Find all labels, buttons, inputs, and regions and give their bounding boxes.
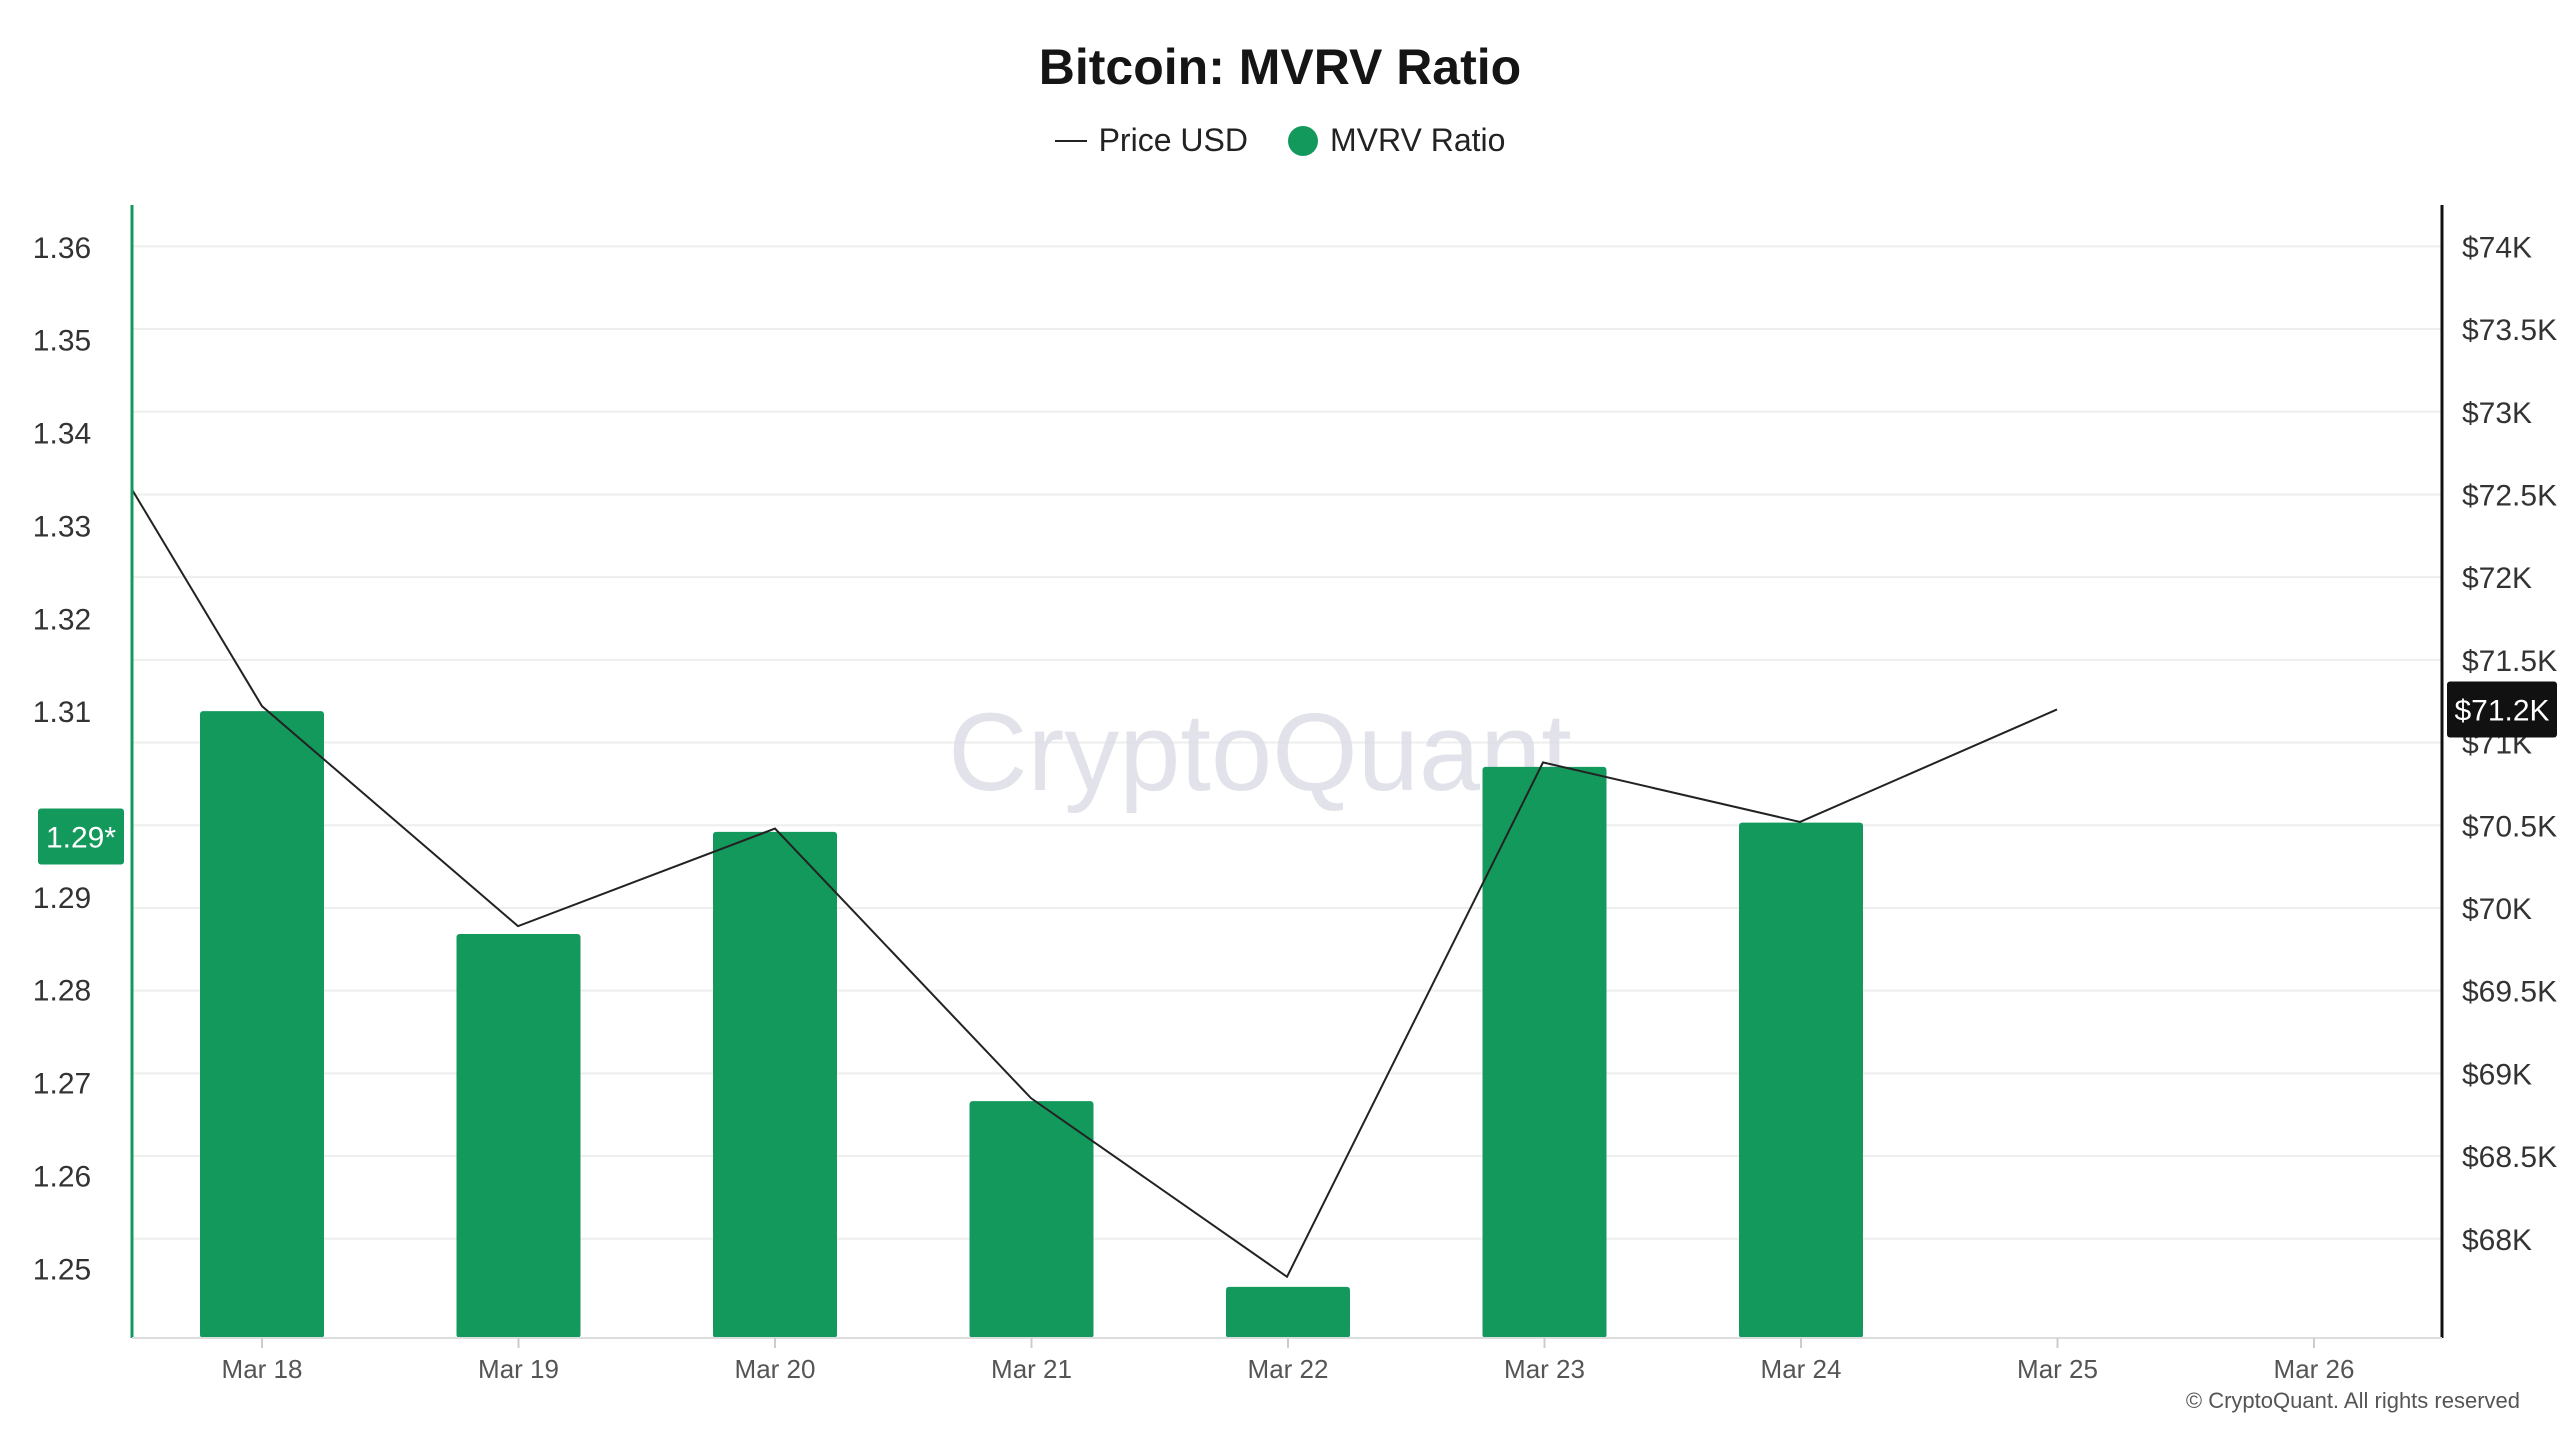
mvrv-bar <box>1739 822 1863 1338</box>
right-tick-label: $74K <box>2462 231 2532 264</box>
legend-label-price: Price USD <box>1098 122 1248 158</box>
right-tick-label: $71.5K <box>2462 645 2557 678</box>
mvrv-bar <box>1226 1286 1350 1338</box>
x-tick-label: Mar 25 <box>2017 1354 2098 1384</box>
legend-line-swatch <box>1054 139 1087 142</box>
mvrv-bar <box>456 934 581 1338</box>
right-current-badge <box>2447 681 2557 738</box>
left-tick-label: 1.31 <box>33 696 91 729</box>
right-tick-label: $72.5K <box>2462 479 2557 512</box>
left-tick-label: 1.34 <box>33 418 91 451</box>
right-tick-label: $70K <box>2462 893 2532 926</box>
left-tick-label: 1.28 <box>33 975 91 1008</box>
left-current-value: 1.29* <box>46 822 116 855</box>
left-tick-label: 1.27 <box>33 1068 91 1101</box>
mvrv-bar <box>969 1101 1094 1338</box>
x-tick-label: Mar 24 <box>1761 1354 1842 1384</box>
right-tick-label: $73.5K <box>2462 314 2557 347</box>
x-tick-label: Mar 23 <box>1504 1354 1585 1384</box>
right-current-value: $71.2K <box>2454 694 2549 727</box>
right-tick-label: $69K <box>2462 1058 2532 1091</box>
left-tick-label: 1.32 <box>33 603 91 636</box>
x-tick-label: Mar 22 <box>1248 1354 1329 1384</box>
right-tick-label: $68K <box>2462 1224 2532 1257</box>
x-tick-label: Mar 20 <box>735 1354 816 1384</box>
price-line-path <box>131 488 2058 1279</box>
right-tick-label: $68.5K <box>2462 1141 2557 1174</box>
legend: Price USD MVRV Ratio <box>0 122 2560 159</box>
left-tick-label: 1.25 <box>33 1253 91 1286</box>
x-tick-label: Mar 26 <box>2274 1354 2355 1384</box>
right-tick-label: $73K <box>2462 397 2532 430</box>
right-tick-label: $72K <box>2462 562 2532 595</box>
left-axis-ticks: 1.25 1.26 1.27 1.28 1.29 1.31 1.32 1.33 1.34 1.35… <box>33 232 91 1287</box>
left-current-badge <box>38 808 124 865</box>
x-tick-label: Mar 19 <box>478 1354 559 1384</box>
right-tick-label: $69.5K <box>2462 976 2557 1009</box>
left-tick-label: 1.36 <box>33 232 91 265</box>
current-value-badges: 1.29* $71.2K <box>38 681 2557 865</box>
left-tick-label: 1.26 <box>33 1160 91 1193</box>
mvrv-bar <box>1482 766 1607 1338</box>
x-axis-ticks: Mar 18 Mar 19 Mar 20 Mar 21 Mar 22 Mar 23 Mar … <box>222 1338 2355 1384</box>
chart-title: Bitcoin: MVRV Ratio <box>1038 39 1522 95</box>
mvrv-bar <box>713 831 837 1338</box>
right-tick-label: $70.5K <box>2462 810 2557 843</box>
price-line <box>131 488 2058 1279</box>
left-tick-label: 1.33 <box>33 510 91 543</box>
right-axis-ticks: $68K$68.5K$69K$69.5K$70K$70.5K$71K$71.5K… <box>2462 231 2557 1256</box>
watermark: CryptoQuant <box>948 691 1572 814</box>
left-tick-label: 1.35 <box>33 325 91 358</box>
legend-item-mvrv[interactable]: MVRV Ratio <box>1287 122 1506 159</box>
legend-item-price[interactable]: Price USD <box>1054 122 1248 159</box>
x-tick-label: Mar 21 <box>991 1354 1072 1384</box>
mvrv-bars <box>200 711 1863 1338</box>
legend-dot-swatch <box>1287 125 1318 156</box>
left-tick-label: 1.29 <box>33 882 91 915</box>
mvrv-bar <box>200 711 324 1338</box>
copyright-text: © CryptoQuant. All rights reserved <box>2185 1388 2520 1413</box>
legend-label-mvrv: MVRV Ratio <box>1329 122 1506 158</box>
x-tick-label: Mar 18 <box>222 1354 303 1384</box>
